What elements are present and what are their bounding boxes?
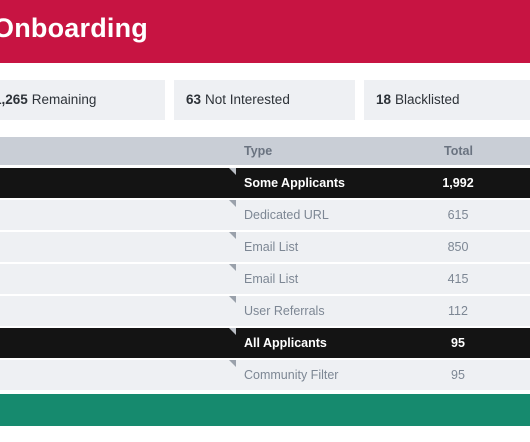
table-row[interactable]: User Referrals 112: [0, 296, 530, 326]
row-total: 95: [451, 336, 465, 350]
page-title: Onboarding: [0, 13, 148, 43]
expand-corner-icon: [229, 168, 236, 175]
row-total: 850: [447, 240, 469, 254]
blacklisted-stat: 18 Blacklisted: [364, 80, 530, 120]
expand-corner-icon: [229, 200, 236, 207]
row-total: 615: [447, 208, 469, 222]
not-interested-label: Not Interested: [205, 92, 290, 107]
row-type: Some Applicants: [244, 176, 345, 190]
table-header: Type Total: [0, 137, 530, 165]
blacklisted-count: 18: [376, 92, 392, 107]
expand-corner-icon: [229, 264, 236, 271]
not-interested-count: 63: [186, 92, 202, 107]
row-total: 415: [447, 272, 469, 286]
group-row[interactable]: Some Applicants 1,992: [0, 168, 530, 198]
not-interested-stat: 63 Not Interested: [174, 80, 355, 120]
table-row[interactable]: Community Filter 95: [0, 360, 530, 390]
row-total: 1,992: [442, 176, 474, 190]
row-type: Email List: [244, 272, 299, 286]
table-row[interactable]: Email List 850: [0, 232, 530, 262]
row-type: All Applicants: [244, 336, 327, 350]
total-column-header[interactable]: Total: [444, 144, 473, 158]
table-row[interactable]: Email List 415: [0, 264, 530, 294]
row-total: 95: [451, 368, 465, 382]
blacklisted-label: Blacklisted: [395, 92, 460, 107]
remaining-label: Remaining: [31, 92, 97, 107]
expand-corner-icon: [229, 232, 236, 239]
row-type: User Referrals: [244, 304, 325, 318]
table-row[interactable]: Dedicated URL 615: [0, 200, 530, 230]
row-type: Email List: [244, 240, 299, 254]
expand-corner-icon: [229, 296, 236, 303]
row-total: 112: [448, 304, 468, 318]
type-column-header[interactable]: Type: [244, 144, 273, 158]
footer-bar[interactable]: [0, 394, 530, 426]
remaining-count: 1,265: [0, 92, 28, 107]
page-header: Onboarding: [0, 0, 530, 63]
row-type: Community Filter: [244, 368, 339, 382]
group-row[interactable]: All Applicants 95: [0, 328, 530, 358]
expand-corner-icon: [229, 360, 236, 367]
row-type: Dedicated URL: [244, 208, 329, 222]
expand-corner-icon: [229, 328, 236, 335]
